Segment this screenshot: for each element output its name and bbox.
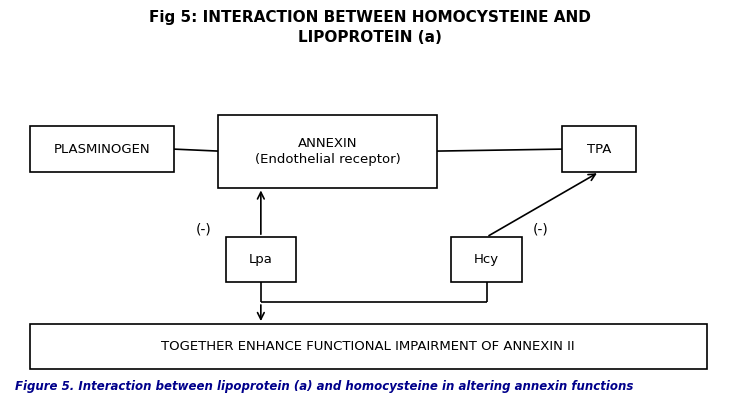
Text: PLASMINOGEN: PLASMINOGEN [53,143,150,156]
Text: TPA: TPA [588,143,611,156]
Text: Figure 5. Interaction between lipoprotein (a) and homocysteine in altering annex: Figure 5. Interaction between lipoprotei… [15,380,633,393]
Bar [226,237,296,282]
Bar [218,115,437,188]
Text: (-): (-) [533,222,548,236]
Bar [30,126,174,172]
Bar [30,324,707,369]
Text: Hcy: Hcy [474,253,499,266]
Text: (-): (-) [196,222,212,236]
Text: TOGETHER ENHANCE FUNCTIONAL IMPAIRMENT OF ANNEXIN II: TOGETHER ENHANCE FUNCTIONAL IMPAIRMENT O… [161,340,575,353]
Text: Fig 5: INTERACTION BETWEEN HOMOCYSTEINE AND
LIPOPROTEIN (a): Fig 5: INTERACTION BETWEEN HOMOCYSTEINE … [149,10,591,45]
Bar [562,126,636,172]
Text: ANNEXIN
(Endothelial receptor): ANNEXIN (Endothelial receptor) [255,137,400,166]
Text: Lpa: Lpa [249,253,273,266]
Bar [451,237,522,282]
